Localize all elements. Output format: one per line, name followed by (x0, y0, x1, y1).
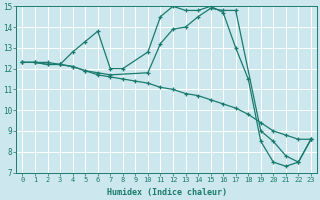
X-axis label: Humidex (Indice chaleur): Humidex (Indice chaleur) (107, 188, 227, 197)
